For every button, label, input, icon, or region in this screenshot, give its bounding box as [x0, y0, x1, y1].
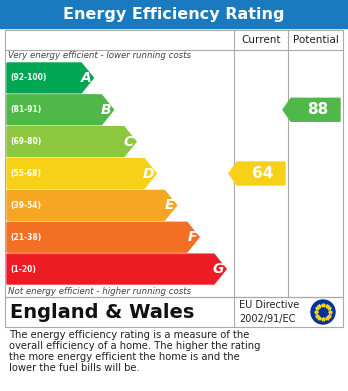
Polygon shape — [7, 254, 226, 284]
Text: Potential: Potential — [293, 35, 339, 45]
Text: (55-68): (55-68) — [10, 169, 41, 178]
Text: D: D — [143, 167, 155, 181]
Text: (1-20): (1-20) — [10, 265, 36, 274]
Text: Energy Efficiency Rating: Energy Efficiency Rating — [63, 7, 285, 22]
Text: Very energy efficient - lower running costs: Very energy efficient - lower running co… — [8, 52, 191, 61]
Text: Not energy efficient - higher running costs: Not energy efficient - higher running co… — [8, 287, 191, 296]
Text: 88: 88 — [307, 102, 328, 117]
Text: overall efficiency of a home. The higher the rating: overall efficiency of a home. The higher… — [9, 341, 261, 351]
Polygon shape — [7, 190, 176, 220]
Text: lower the fuel bills will be.: lower the fuel bills will be. — [9, 363, 140, 373]
Polygon shape — [7, 159, 156, 188]
Text: (21-38): (21-38) — [10, 233, 41, 242]
Bar — [0, 0, 348, 28]
Text: the more energy efficient the home is and the: the more energy efficient the home is an… — [9, 352, 240, 362]
Text: (69-80): (69-80) — [10, 137, 41, 146]
Bar — [5, 297, 343, 327]
Polygon shape — [7, 95, 113, 125]
Text: The energy efficiency rating is a measure of the: The energy efficiency rating is a measur… — [9, 330, 250, 340]
Text: F: F — [188, 230, 197, 244]
Bar — [5, 30, 343, 297]
Text: EU Directive
2002/91/EC: EU Directive 2002/91/EC — [239, 300, 299, 324]
Text: England & Wales: England & Wales — [10, 303, 195, 321]
Text: (39-54): (39-54) — [10, 201, 41, 210]
Text: C: C — [124, 135, 134, 149]
Text: A: A — [81, 71, 92, 85]
Text: (92-100): (92-100) — [10, 74, 46, 83]
Polygon shape — [7, 63, 93, 93]
Text: E: E — [165, 198, 175, 212]
Text: 64: 64 — [252, 166, 274, 181]
Text: G: G — [213, 262, 224, 276]
Polygon shape — [7, 222, 199, 252]
Polygon shape — [7, 127, 136, 156]
Circle shape — [311, 300, 335, 324]
Polygon shape — [229, 162, 285, 185]
Text: B: B — [101, 103, 112, 117]
Text: Current: Current — [241, 35, 281, 45]
Text: (81-91): (81-91) — [10, 105, 41, 114]
Polygon shape — [283, 98, 340, 121]
